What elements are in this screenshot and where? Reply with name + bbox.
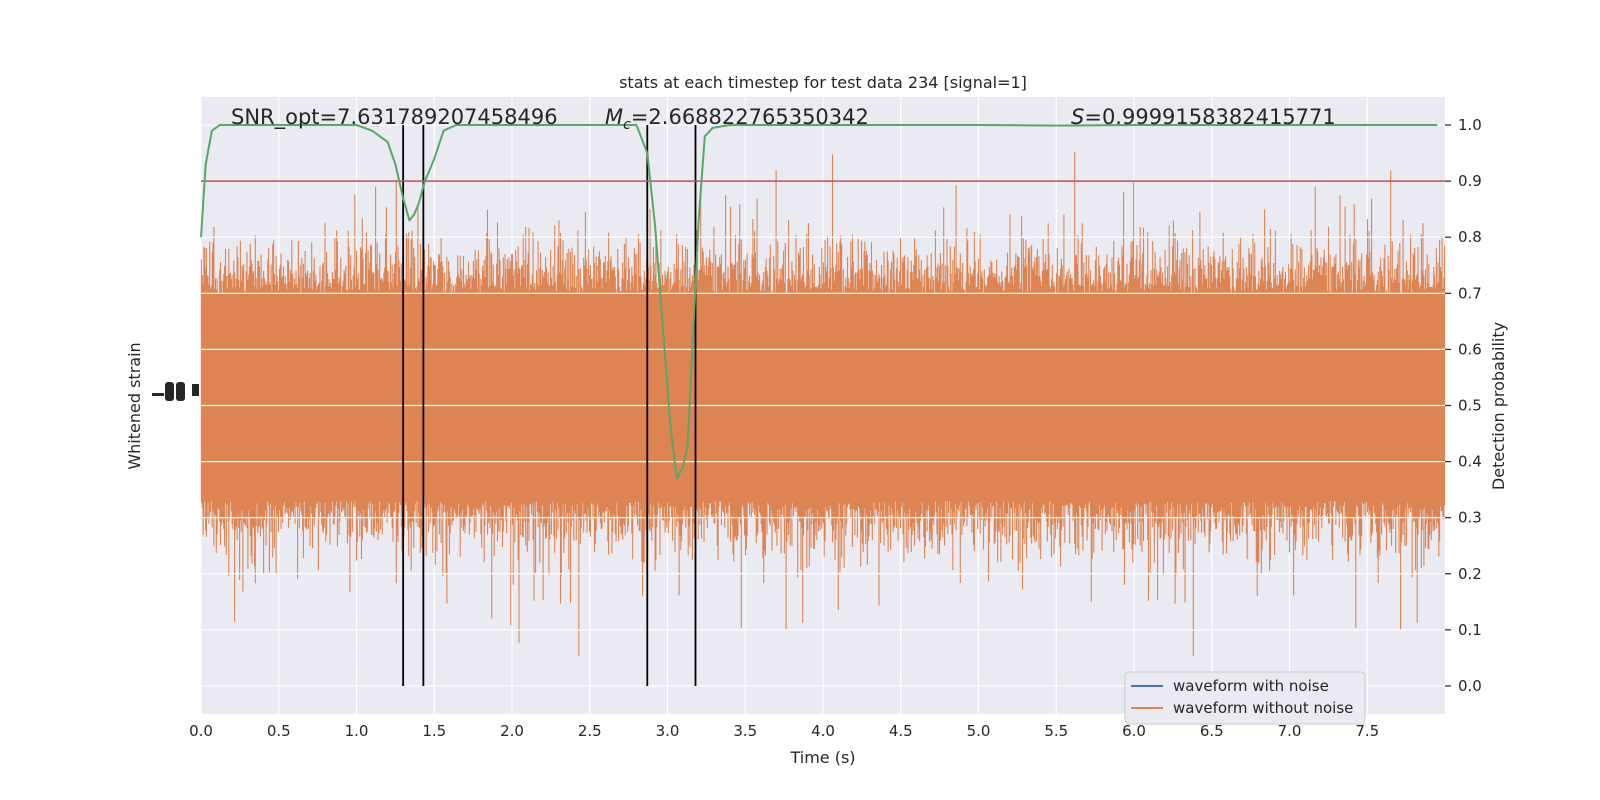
- x-axis-ticks: 0.0 0.5 1.0 1.5 2.0 2.5 3.0 3.5 4.0 4.5 5.0 5.5 6.0 6…: [189, 722, 1379, 740]
- detection-probability-line: [200, 124, 1438, 480]
- right-tick-label: 0.9: [1458, 172, 1482, 190]
- right-axis-ticks: 0.0 0.1 0.2 0.3 0.4 0.5 0.6 0.7 0.8 0.9 1.0: [1445, 116, 1482, 695]
- x-tick-label: 7.0: [1278, 722, 1302, 740]
- s-symbol: S: [1071, 105, 1084, 129]
- x-tick-label: 3.5: [733, 722, 757, 740]
- right-tick-label: 1.0: [1458, 116, 1482, 134]
- chirp-mass-symbol: M: [605, 105, 623, 129]
- chirp-mass-subscript: c: [623, 117, 631, 133]
- legend-box: [1124, 671, 1366, 725]
- detection-probability-series: [200, 124, 1438, 480]
- right-tick-label: 0.4: [1458, 453, 1482, 471]
- chirp-mass-annotation: Mc=2.668822765350342: [605, 105, 869, 133]
- right-tick-label: 0.8: [1458, 228, 1482, 246]
- x-tick-label: 2.5: [578, 722, 602, 740]
- chirp-mass-value: =2.668822765350342: [631, 105, 869, 129]
- x-tick-label: 2.0: [500, 722, 524, 740]
- left-axis-overlapping-ticks: [152, 382, 199, 401]
- x-tick-label: 4.5: [889, 722, 913, 740]
- x-tick-label: 6.5: [1200, 722, 1224, 740]
- x-tick-label: 5.5: [1044, 722, 1068, 740]
- right-tick-label: 0.1: [1458, 621, 1482, 639]
- x-tick-label: 0.5: [267, 722, 291, 740]
- right-tick-label: 0.6: [1458, 340, 1482, 358]
- right-tick-label: 0.3: [1458, 509, 1482, 527]
- s-value: =0.9999158382415771: [1084, 105, 1335, 129]
- x-tick-label: 6.0: [1122, 722, 1146, 740]
- right-tick-label: 0.7: [1458, 284, 1482, 302]
- chart-title: stats at each timestep for test data 234…: [619, 73, 1027, 92]
- right-tick-label: 0.2: [1458, 565, 1482, 583]
- x-tick-label: 7.5: [1355, 722, 1379, 740]
- x-tick-label: 5.0: [967, 722, 991, 740]
- x-tick-label: 1.0: [345, 722, 369, 740]
- snr-annotation: SNR_opt=7.631789207458496: [231, 105, 558, 130]
- x-axis-label: Time (s): [789, 748, 855, 767]
- legend-label-without-noise: waveform without noise: [1173, 699, 1353, 717]
- legend-label-with-noise: waveform with noise: [1173, 677, 1329, 695]
- x-tick-label: 3.0: [656, 722, 680, 740]
- right-tick-label: 0.5: [1458, 397, 1482, 415]
- vertical-marker-lines: [402, 125, 697, 686]
- x-tick-label: 1.5: [422, 722, 446, 740]
- right-axis-label: Detection probability: [1489, 322, 1508, 490]
- legend: waveform with noise waveform without noi…: [1124, 671, 1366, 725]
- right-axis-grid-lines: [201, 124, 1445, 687]
- x-tick-label: 4.0: [811, 722, 835, 740]
- x-tick-label: 0.0: [189, 722, 213, 740]
- s-annotation: S=0.9999158382415771: [1071, 105, 1336, 129]
- right-tick-label: 0.0: [1458, 677, 1482, 695]
- left-axis-label: Whitened strain: [125, 342, 144, 469]
